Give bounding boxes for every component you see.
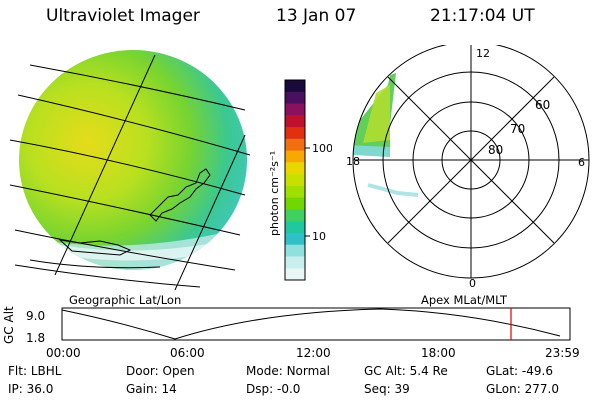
header-date: 13 Jan 07 [276,6,357,26]
status-gc-alt: GC Alt: 5.4 Re [364,364,448,378]
mlt-label-18: 18 [346,155,360,168]
lat-lon-grid [9,54,251,290]
altitude-plot-frame [61,307,571,341]
geographic-label: Geographic Lat/Lon [69,293,182,307]
header-time: 21:17:04 UT [430,6,535,26]
colorbar-band [285,162,305,175]
colorbar-band [285,244,305,257]
colorbar-band [285,221,305,234]
colorbar-band [285,80,305,93]
colorbar-band [285,232,305,246]
colorbar-band [285,150,305,163]
status-mode: Mode: Normal [246,364,330,378]
colorbar-band [285,115,305,128]
colorbar-band [285,127,305,140]
colorbar-band [285,197,305,210]
lat-label-60: 60 [535,98,550,112]
colorbar-band [285,185,305,199]
mlt-label-12: 12 [476,47,490,60]
altitude-axis-label: GC Alt [2,306,16,344]
time-tick-0: 00:00 [46,346,81,360]
status-dsp: Dsp: -0.0 [246,382,301,396]
colorbar-band [285,268,305,281]
altitude-plot: GC Alt 9.0 1.8 [2,306,571,345]
colorbar-band [285,256,305,269]
colorbar-tick-100: 100 [312,142,332,155]
lat-label-80: 80 [488,143,503,157]
altitude-curve [61,308,561,340]
status-seq: Seq: 39 [364,382,410,396]
geographic-image [9,50,251,290]
colorbar-band [285,138,305,152]
instrument-title: Ultraviolet Imager [46,6,200,26]
coastline [29,168,211,269]
apex-label: Apex MLat/MLT [421,293,508,307]
lat-label-70: 70 [510,122,525,136]
colorbar: 100 10 photon cm⁻²s⁻¹ [268,79,332,281]
polar-plot: 12 18 6 0 60 70 80 [346,45,590,290]
mlt-label-6: 6 [578,156,585,169]
colorbar-band [285,103,305,116]
time-tick-2: 12:00 [296,346,331,360]
status-ip: IP: 36.0 [8,382,54,396]
status-glon: GLon: 277.0 [486,382,559,396]
colorbar-band [285,174,305,187]
status-gain: Gain: 14 [126,382,177,396]
colorbar-unit-label: photon cm⁻²s⁻¹ [268,151,281,236]
status-door: Door: Open [126,364,195,378]
time-tick-1: 06:00 [170,346,205,360]
status-glat: GLat: -49.6 [486,364,553,378]
time-tick-4: 23:59 [545,346,580,360]
status-filter: Flt: LBHL [8,364,62,378]
colorbar-band [285,209,305,222]
colorbar-tick-10: 10 [312,230,326,243]
auroral-disk [19,50,247,270]
colorbar-band [285,91,305,105]
alt-tick-top: 9.0 [26,309,45,323]
mlt-label-0: 0 [469,277,476,290]
alt-tick-bottom: 1.8 [26,331,45,345]
time-tick-3: 18:00 [421,346,456,360]
